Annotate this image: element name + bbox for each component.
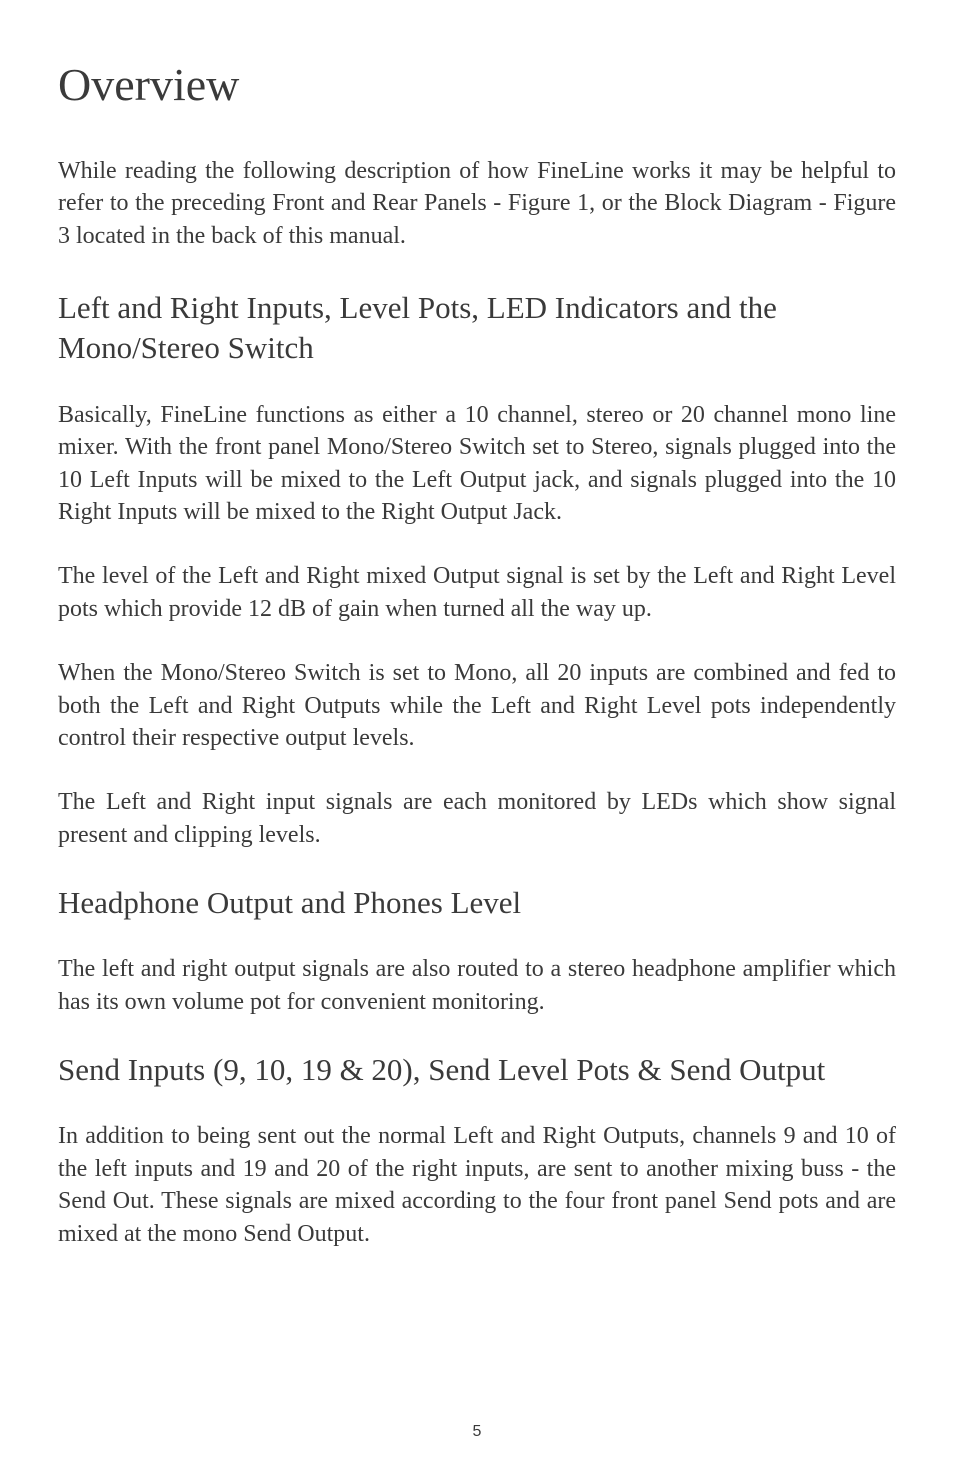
section-1-p2: The level of the Left and Right mixed Ou… [58,560,896,625]
section-2-p1: The left and right output signals are al… [58,953,896,1018]
intro-paragraph: While reading the following description … [58,155,896,252]
section-1-p4: The Left and Right input signals are eac… [58,786,896,851]
section-1-p1: Basically, FineLine functions as either … [58,399,896,529]
section-3-p1: In addition to being sent out the normal… [58,1120,896,1250]
section-2-heading: Headphone Output and Phones Level [58,883,896,923]
section-1-p3: When the Mono/Stereo Switch is set to Mo… [58,657,896,754]
page-number: 5 [0,1423,954,1441]
section-3-heading: Send Inputs (9, 10, 19 & 20), Send Level… [58,1050,896,1090]
section-1-heading: Left and Right Inputs, Level Pots, LED I… [58,288,896,369]
page-title: Overview [58,58,896,111]
